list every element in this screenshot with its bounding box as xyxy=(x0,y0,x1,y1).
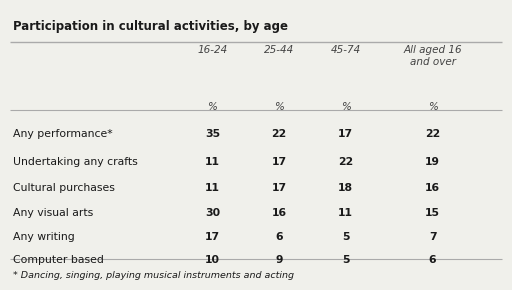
Text: 15: 15 xyxy=(425,208,440,218)
Text: 11: 11 xyxy=(205,157,220,166)
Text: 22: 22 xyxy=(425,129,440,139)
Text: Computer based: Computer based xyxy=(13,255,103,265)
Text: 19: 19 xyxy=(425,157,440,166)
Text: %: % xyxy=(428,102,438,111)
Text: 6: 6 xyxy=(275,232,283,242)
Text: 18: 18 xyxy=(338,183,353,193)
Text: 22: 22 xyxy=(338,157,353,166)
Text: %: % xyxy=(207,102,218,111)
Text: Any writing: Any writing xyxy=(13,232,75,242)
Text: All aged 16
and over: All aged 16 and over xyxy=(403,45,462,66)
Text: 45-74: 45-74 xyxy=(330,45,361,55)
Text: 30: 30 xyxy=(205,208,220,218)
Text: 22: 22 xyxy=(271,129,287,139)
Text: * Dancing, singing, playing musical instruments and acting: * Dancing, singing, playing musical inst… xyxy=(13,271,294,280)
Text: %: % xyxy=(340,102,351,111)
Text: 35: 35 xyxy=(205,129,220,139)
Text: 10: 10 xyxy=(205,255,220,265)
Text: 16: 16 xyxy=(425,183,440,193)
Text: 17: 17 xyxy=(205,232,220,242)
Text: 9: 9 xyxy=(275,255,283,265)
Text: 11: 11 xyxy=(338,208,353,218)
Text: 5: 5 xyxy=(342,255,349,265)
Text: Cultural purchases: Cultural purchases xyxy=(13,183,115,193)
Text: 17: 17 xyxy=(271,183,287,193)
Text: %: % xyxy=(274,102,284,111)
Text: Any performance*: Any performance* xyxy=(13,129,113,139)
Text: 6: 6 xyxy=(429,255,436,265)
Text: 25-44: 25-44 xyxy=(264,45,294,55)
Text: 16-24: 16-24 xyxy=(197,45,228,55)
Text: Participation in cultural activities, by age: Participation in cultural activities, by… xyxy=(13,20,288,33)
Text: 7: 7 xyxy=(429,232,436,242)
Text: 5: 5 xyxy=(342,232,349,242)
Text: Undertaking any crafts: Undertaking any crafts xyxy=(13,157,138,166)
Text: Any visual arts: Any visual arts xyxy=(13,208,93,218)
Text: 11: 11 xyxy=(205,183,220,193)
Text: 17: 17 xyxy=(338,129,353,139)
Text: 17: 17 xyxy=(271,157,287,166)
Text: 16: 16 xyxy=(271,208,287,218)
